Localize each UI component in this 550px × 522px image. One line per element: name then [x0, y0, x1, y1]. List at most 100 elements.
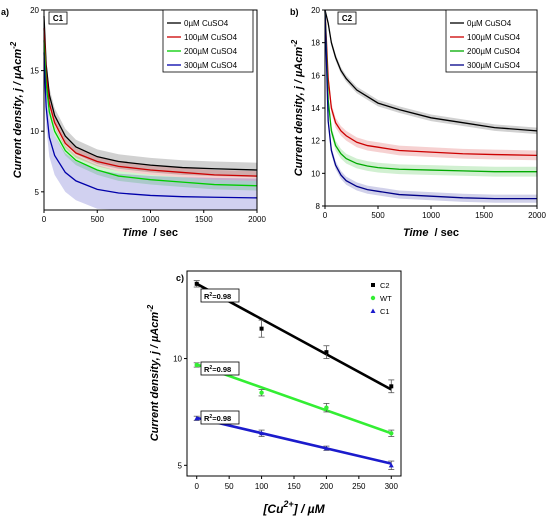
pa-y-tick-label: 10 [30, 127, 39, 136]
pa-series-line-0 [43, 16, 258, 171]
pc-x-tick-label: 100 [255, 482, 269, 491]
pc-point-C2 [259, 326, 264, 331]
pa-x-tick-label: 1500 [195, 215, 213, 224]
panel-c-label: c) [176, 273, 184, 283]
panel-a-legend-200uM: 200µM CuSO4 [184, 47, 238, 56]
pa-x-tick-label: 2000 [248, 215, 266, 224]
panel-c-legend-c1: C1 [380, 307, 390, 316]
panel-b-legend-200uM: 200µM CuSO4 [467, 47, 521, 56]
panel-a-y-axis-label: Current density, j / µAcm-2 [9, 41, 24, 178]
pb-x-tick-label: 0 [323, 211, 328, 220]
panel-a-series-lines [43, 16, 258, 199]
pa-series-line-2 [43, 40, 258, 187]
pc-point-WT [389, 431, 394, 436]
pb-series-line-2 [324, 9, 537, 173]
panel-b-tag-box: C2 [337, 11, 357, 25]
panel-a-legend: 0µM CuSO4 100µM CuSO4 200µM CuSO4 300µM … [162, 9, 254, 73]
panel-c-r2-label-c2: R [204, 292, 210, 301]
pc-x-tick-label: 50 [225, 482, 234, 491]
panel-c-data-points [193, 280, 395, 470]
pc-y-tick-label: 10 [173, 355, 182, 364]
pc-x-tick-label: 150 [287, 482, 301, 491]
panel-c-legend-marker-wt [370, 295, 376, 301]
pb-x-tick-label: 1000 [422, 211, 440, 220]
svg-text:R2=0.98: R2=0.98 [204, 365, 231, 374]
pb-y-tick-label: 10 [311, 169, 320, 178]
pb-x-tick-label: 500 [371, 211, 385, 220]
panel-c-legend-c2: C2 [380, 281, 390, 290]
panel-c-r2-value-c2: =0.98 [212, 292, 231, 301]
panel-c-r2-label-c1: R [204, 414, 210, 423]
panel-c-r2-value-c1: =0.98 [212, 414, 231, 423]
panel-c-legend-marker-c2 [371, 283, 375, 287]
panel-b-y-ticks: 8 10 12 14 16 18 20 [311, 6, 325, 211]
panel-c-x-axis-label: [Cu2+] / µM [262, 499, 325, 516]
panel-b-x-ticks: 0 500 1000 1500 2000 [323, 206, 546, 220]
pc-x-tick-label: 200 [320, 482, 334, 491]
panel-c-r2-box-c1: R2=0.98 [200, 410, 240, 425]
pb-x-tick-label: 1500 [475, 211, 493, 220]
pb-x-tick-label: 2000 [528, 211, 546, 220]
pb-series-line-0 [324, 9, 538, 132]
pc-y-tick-label: 5 [178, 461, 183, 470]
pb-y-tick-label: 18 [311, 39, 320, 48]
pc-x-tick-label: 250 [352, 482, 366, 491]
panel-c-x-ticks: 0 50 100 150 200 250 300 [195, 476, 399, 491]
panel-a-tag: C1 [53, 14, 64, 23]
pc-point-C2 [194, 281, 199, 286]
panel-c-legend-wt: WT [380, 294, 392, 303]
pb-y-tick-label: 20 [311, 6, 320, 15]
pc-point-WT [324, 405, 329, 410]
pc-fit-line-WT [196, 363, 392, 435]
panel-b-tag: C2 [342, 14, 353, 23]
panel-c-y-axis-label: Current density, j / µAcm-2 [146, 304, 161, 441]
panel-b-label: b) [290, 7, 299, 17]
pa-x-tick-label: 500 [91, 215, 105, 224]
panel-a-tag-box: C1 [48, 11, 68, 25]
pb-y-tick-label: 14 [311, 104, 320, 113]
panel-c-legend: C2 WT C1 [370, 281, 392, 316]
pc-point-C2 [324, 350, 329, 355]
panel-c-r2-box-c2: R2=0.98 [200, 288, 240, 303]
panel-b-legend-300uM: 300µM CuSO4 [467, 61, 521, 70]
panel-c-linear-fit: c) 0 50 100 150 200 250 300 5 10 R2=0.98 R2=0.9… [146, 270, 402, 516]
panel-b-series-lines [324, 9, 538, 200]
pb-band-2 [325, 10, 537, 177]
pa-band-3 [44, 33, 257, 210]
panel-c-r2-value-wt: =0.98 [212, 365, 231, 374]
panel-b-legend-100uM: 100µM CuSO4 [467, 33, 521, 42]
pb-series-line-1 [324, 9, 538, 157]
pc-point-C1 [323, 445, 329, 451]
pc-point-C2 [389, 384, 394, 389]
panel-b-y-axis-label: Current density, j / µAcm-2 [290, 39, 305, 176]
panel-b-legend: 0µM CuSO4 100µM CuSO4 200µM CuSO4 300µM … [445, 9, 538, 73]
pc-x-tick-label: 300 [385, 482, 399, 491]
svg-text:R2=0.98: R2=0.98 [204, 414, 231, 423]
pc-x-tick-label: 0 [195, 482, 200, 491]
pb-y-tick-label: 8 [316, 202, 321, 211]
panel-c-r2-label-wt: R [204, 365, 210, 374]
pc-fit-line-C1 [196, 416, 392, 465]
pa-y-tick-label: 15 [30, 67, 39, 76]
pb-y-tick-label: 12 [311, 137, 320, 146]
pb-band-3 [325, 10, 537, 203]
pa-series-line-1 [43, 28, 258, 177]
pa-y-tick-label: 20 [30, 6, 39, 15]
panel-a-y-ticks: 5 10 15 20 [30, 6, 44, 197]
panel-c-r2-box-wt: R2=0.98 [200, 361, 240, 376]
pc-point-C1 [388, 462, 394, 468]
panel-a-legend-100uM: 100µM CuSO4 [184, 33, 238, 42]
panel-a-x-axis-label: Time / sec [122, 227, 178, 239]
pc-point-WT [194, 362, 199, 368]
panel-a-x-ticks: 0 500 1000 1500 2000 [42, 210, 266, 224]
pc-point-C1 [194, 415, 200, 421]
pa-x-tick-label: 0 [42, 215, 47, 224]
panel-a-confidence-bands [44, 10, 257, 210]
panel-b-x-axis-label: Time / sec [403, 227, 459, 239]
pb-series-line-3 [324, 9, 537, 200]
pb-y-tick-label: 16 [311, 71, 320, 80]
panel-a-current-decay-c1: a) 0 500 1000 1500 2000 5 10 15 20 C1 0µM CuSO4… [1, 6, 266, 239]
panel-b-legend-0uM: 0µM CuSO4 [467, 19, 512, 28]
panel-c-y-ticks: 5 10 [173, 355, 187, 470]
